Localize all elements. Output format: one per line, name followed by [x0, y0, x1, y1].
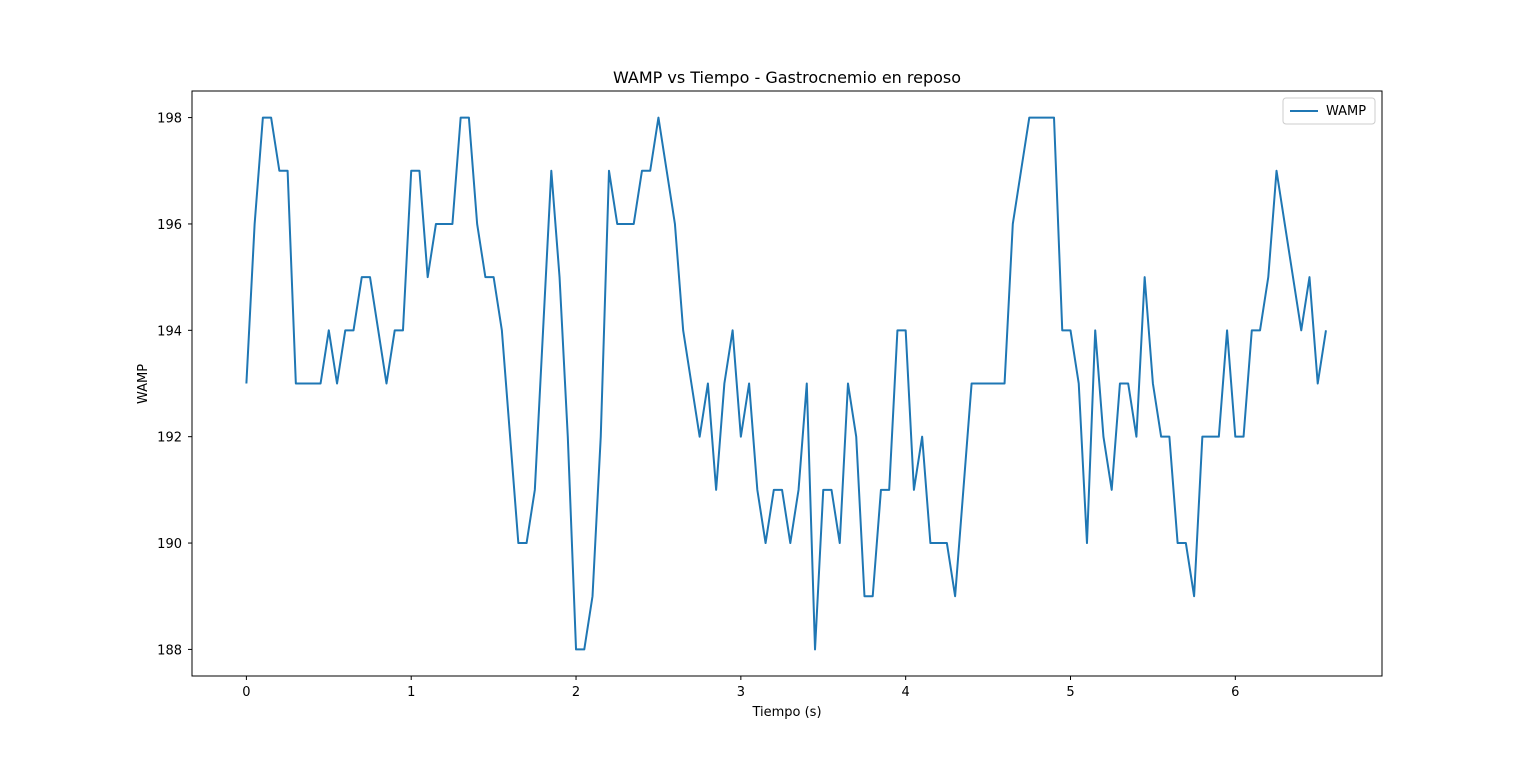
x-axis-title: Tiempo (s) — [751, 705, 821, 720]
y-axis: 188 190 192 194 196 198 — [157, 112, 192, 658]
series-line-wamp — [245, 116, 1327, 651]
legend-box — [1282, 97, 1376, 125]
y-tick-label: 190 — [157, 537, 182, 552]
x-tick-label: 0 — [242, 685, 250, 700]
legend-label: WAMP — [1326, 104, 1366, 119]
y-tick-label: 196 — [157, 218, 182, 233]
x-tick-label: 1 — [407, 685, 415, 700]
chart-title: WAMP vs Tiempo - Gastrocnemio en reposo — [613, 68, 961, 87]
legend: WAMP — [1282, 97, 1376, 125]
x-tick-label: 6 — [1231, 685, 1239, 700]
x-tick-label: 4 — [902, 685, 910, 700]
series-layer — [245, 116, 1327, 651]
x-tick-label: 2 — [572, 685, 580, 700]
x-tick-label: 5 — [1066, 685, 1074, 700]
plot-area — [192, 91, 1382, 676]
y-tick-label: 192 — [157, 431, 182, 446]
x-axis: 0 1 2 3 4 5 6 — [242, 676, 1239, 700]
y-axis-title: WAMP — [136, 364, 151, 404]
plot-frame — [191, 90, 1383, 677]
y-tick-label: 198 — [157, 112, 182, 127]
y-tick-label: 194 — [157, 324, 182, 339]
y-tick-label: 188 — [157, 643, 182, 658]
x-tick-label: 3 — [737, 685, 745, 700]
